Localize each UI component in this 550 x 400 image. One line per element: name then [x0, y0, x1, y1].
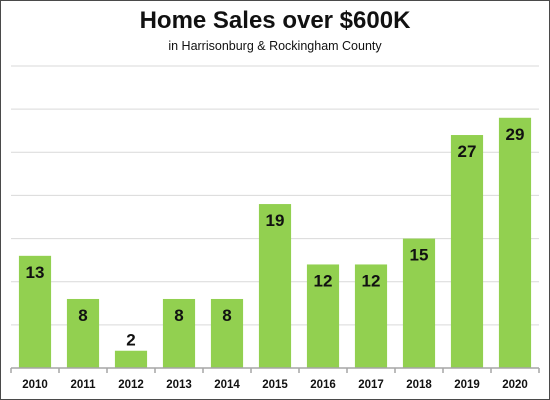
data-label: 29 [506, 125, 525, 144]
x-tick-label: 2013 [166, 379, 192, 391]
bar [162, 298, 196, 368]
data-label: 13 [26, 263, 45, 282]
data-label: 8 [222, 306, 231, 325]
x-tick-label: 2016 [310, 379, 336, 391]
data-label: 2 [126, 331, 135, 350]
x-tick-label: 2018 [406, 379, 432, 391]
bar [258, 204, 292, 368]
x-tick-label: 2010 [22, 379, 48, 391]
data-label: 8 [78, 306, 87, 325]
bar [66, 298, 100, 368]
data-label: 12 [362, 271, 381, 290]
chart-title: Home Sales over $600K [139, 7, 411, 34]
data-label: 12 [314, 271, 333, 290]
bar [354, 264, 388, 368]
bar [210, 298, 244, 368]
data-label: 19 [266, 211, 285, 230]
x-tick-label: 2019 [454, 379, 480, 391]
bars [18, 117, 532, 369]
bar [450, 135, 484, 368]
x-tick-label: 2020 [502, 379, 528, 391]
data-labels: 13 8 2 8 8 19 12 12 15 27 29 [26, 125, 525, 350]
data-label: 27 [458, 142, 477, 161]
x-tick-label: 2017 [358, 379, 384, 391]
data-label: 8 [174, 306, 183, 325]
data-label: 15 [410, 246, 429, 265]
x-axis: 2010 2011 2012 2013 2014 2015 2016 2017 2018 2019… [10, 367, 540, 391]
bar [498, 117, 532, 369]
x-tick-label: 2011 [71, 379, 97, 391]
x-tick-label: 2015 [262, 379, 288, 391]
bar [114, 350, 148, 368]
chart-subtitle: in Harrisonburg & Rockingham County [168, 39, 382, 53]
bar [402, 238, 436, 368]
x-tick-label: 2012 [118, 379, 144, 391]
x-tick-label: 2014 [214, 379, 240, 391]
bar [306, 264, 340, 368]
bar [18, 255, 52, 368]
